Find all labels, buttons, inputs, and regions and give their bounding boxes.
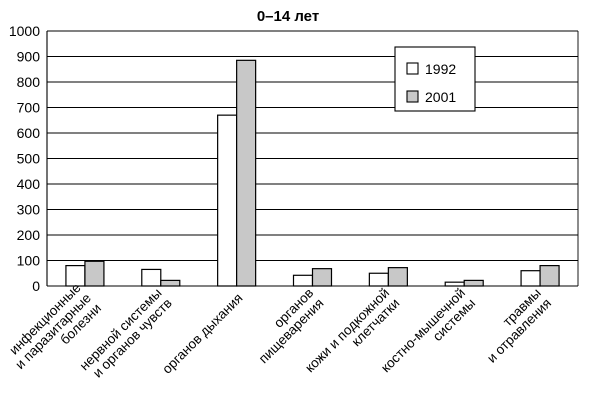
bar-1992-2 <box>217 114 238 287</box>
y-tick-label: 800 <box>17 74 41 90</box>
bar-2001-6 <box>539 265 560 287</box>
y-tick-label: 900 <box>17 49 41 65</box>
grid-lines <box>47 30 578 261</box>
bar-2001-0 <box>84 260 105 287</box>
legend: 1992 2001 <box>394 46 476 112</box>
y-tick-label: 200 <box>17 227 41 243</box>
category-label: органов дыхания <box>159 290 245 376</box>
category-label: травмыи отравления <box>474 285 554 365</box>
category-label-line: органов дыхания <box>159 290 245 376</box>
legend-label-2001: 2001 <box>425 89 456 105</box>
category-labels: инфекционныеи паразитарныеболезнинервной… <box>6 280 554 380</box>
bar-2001-5 <box>463 279 484 287</box>
bar-2001-3 <box>311 268 333 287</box>
y-tick-label: 0 <box>32 278 40 294</box>
bar-2001-4 <box>387 267 408 287</box>
y-tick-label: 500 <box>17 151 41 167</box>
y-tick-label: 300 <box>17 202 41 218</box>
bar-2001-2 <box>236 59 257 287</box>
bar-2001-1 <box>160 279 181 287</box>
bar-1992-5 <box>444 281 465 287</box>
bar-1992-1 <box>141 268 162 287</box>
legend-swatch-1992 <box>406 62 419 75</box>
bar-1992-6 <box>520 270 541 287</box>
bar-1992-3 <box>292 274 314 287</box>
y-tick-labels: 0 100 200 300 400 500 600 700 800 900 1000 <box>9 23 40 294</box>
y-tick-label: 1000 <box>9 23 40 39</box>
bars <box>65 59 560 287</box>
chart-title: 0–14 лет <box>257 8 319 25</box>
bar-1992-4 <box>368 272 389 287</box>
y-tick-label: 400 <box>17 176 41 192</box>
legend-label-1992: 1992 <box>425 61 456 77</box>
legend-swatch-2001 <box>406 90 419 103</box>
y-tick-label: 700 <box>17 100 41 116</box>
y-tick-label: 100 <box>17 253 41 269</box>
axes <box>46 31 579 287</box>
y-tick-label: 600 <box>17 125 41 141</box>
